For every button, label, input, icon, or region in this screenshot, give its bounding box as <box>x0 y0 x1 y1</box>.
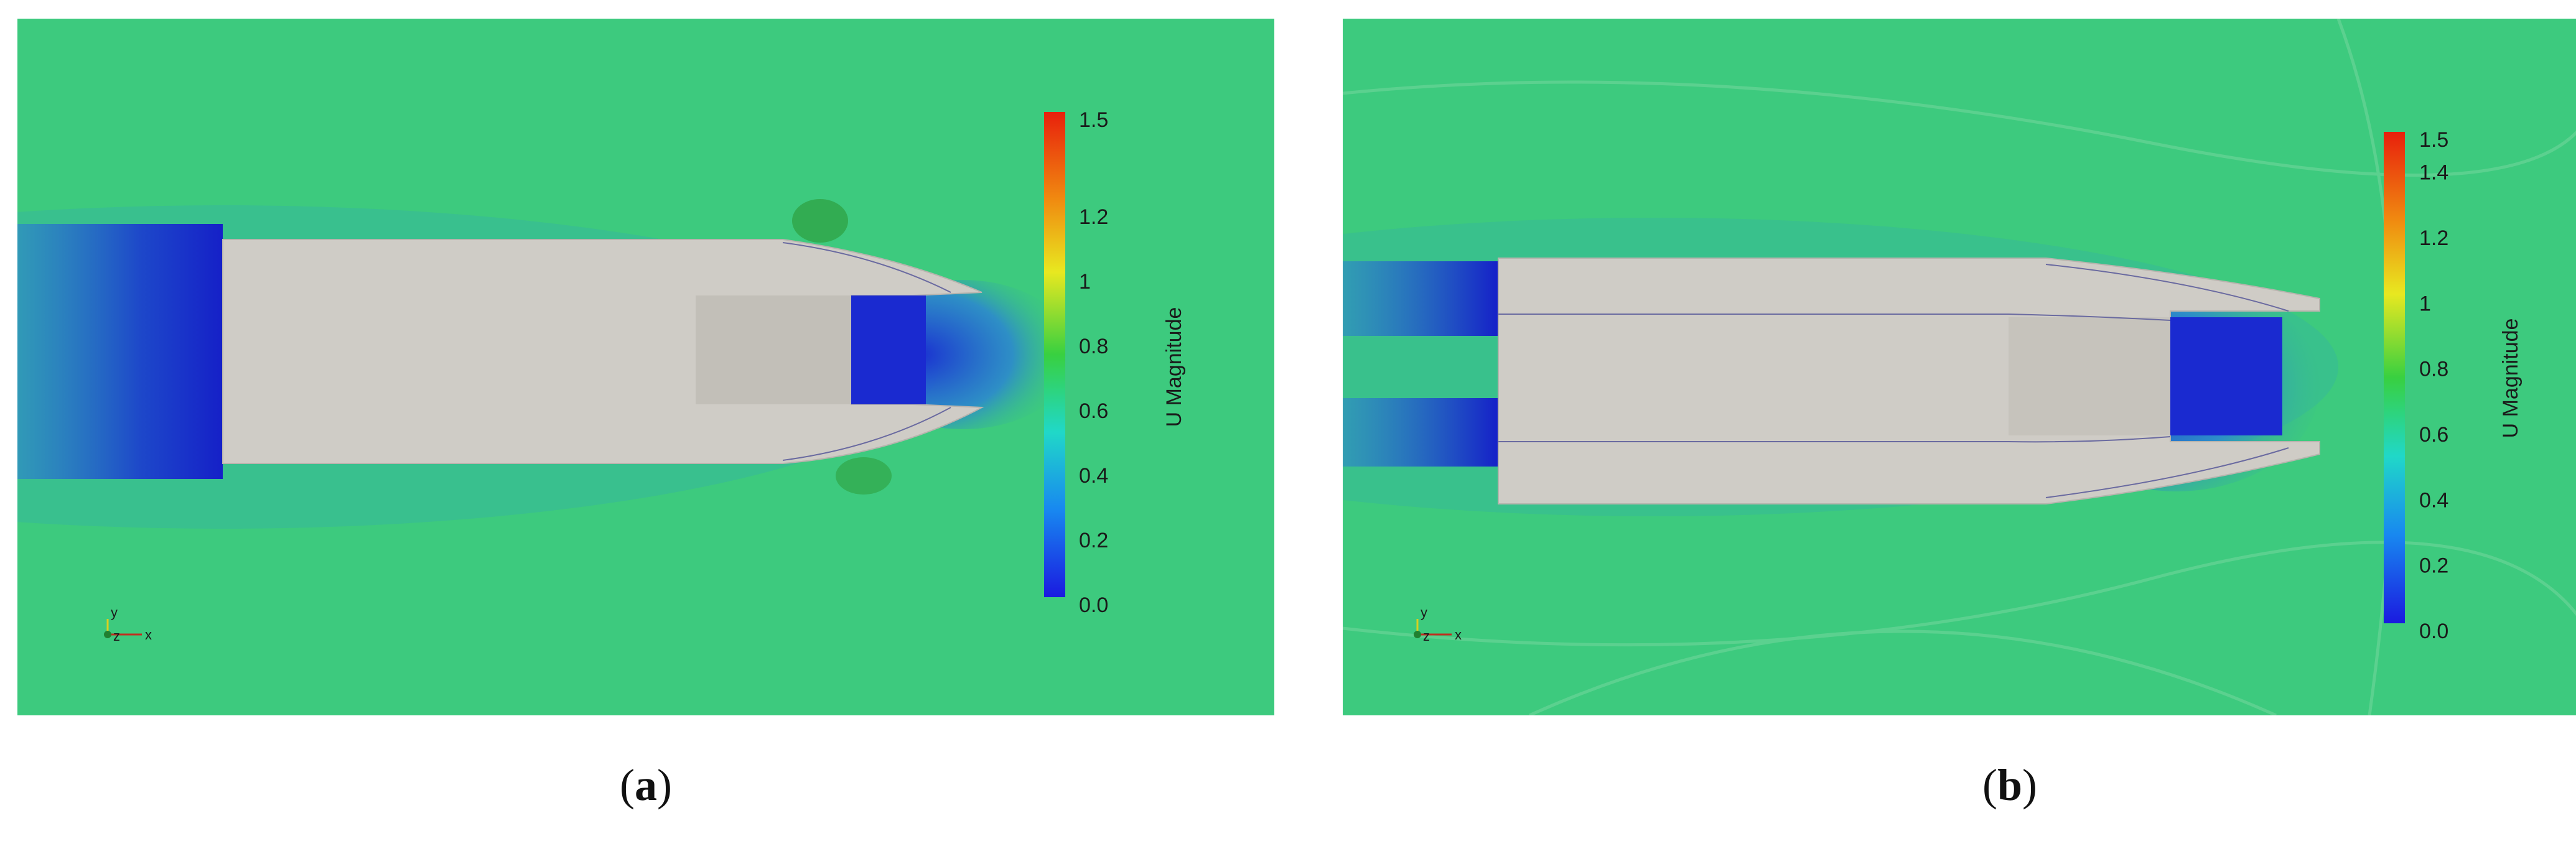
panel-b-streak-2 <box>1343 541 2576 647</box>
panel-a-colorbar-title: U Magnitude <box>1162 307 1186 427</box>
panel-a-caption-letter: a <box>635 760 657 810</box>
panel-a-colorbar-tick-2: 1 <box>1079 270 1091 294</box>
panel-b-colorbar-tick-8: 0.0 <box>2419 620 2448 643</box>
panel-a-colorbar-tick-0: 1.5 <box>1079 108 1108 132</box>
panel-a-colorbar-tick-5: 0.4 <box>1079 464 1108 488</box>
panel-b-hull-outline-upper <box>1498 314 2171 321</box>
panel-b-svg: 1.5 1.4 1.2 1 0.8 0.6 0.4 0.2 0.0 U Magnitude y … <box>1343 19 2576 715</box>
panel-a-colorbar-tick-1: 1.2 <box>1079 205 1108 229</box>
panel-a-wake-region <box>17 224 223 479</box>
panel-a-colorbar-tick-4: 0.6 <box>1079 399 1108 423</box>
panel-b-hull-outline-lower <box>1498 436 2171 443</box>
panel-b-colorbar-tick-4: 0.8 <box>2419 358 2448 381</box>
panel-a-hull-outline-top <box>782 242 951 293</box>
panel-a-colorbar <box>1044 112 1065 597</box>
panel-b-hull-outline-bow-top <box>2045 264 2289 312</box>
panel-b-streak-1 <box>1343 80 2576 177</box>
panel-b-triad-y-label: y <box>1421 605 1427 620</box>
panel-b-caption-letter: b <box>1997 760 2023 810</box>
panel-b-colorbar-tick-1: 1.4 <box>2419 161 2448 185</box>
panel-b-velocity-field: 1.5 1.4 1.2 1 0.8 0.6 0.4 0.2 0.0 U Magnitude y … <box>1343 19 2576 715</box>
panel-b-colorbar-ticks: 1.5 1.4 1.2 1 0.8 0.6 0.4 0.2 0.0 <box>2419 128 2448 643</box>
panel-a-hull-inner-deck <box>696 295 851 404</box>
panel-a-colorbar-tick-3: 0.8 <box>1079 335 1108 358</box>
panel-b-hull-outline-bow-bottom <box>2045 447 2289 498</box>
panel-a-velocity-field: 1.5 1.2 1 0.8 0.6 0.4 0.2 0.0 U Magnitude y z x <box>17 19 1274 715</box>
panel-a-triad-z-label: z <box>113 628 120 644</box>
panel-a-colorbar-tick-6: 0.2 <box>1079 529 1108 552</box>
panel-b-colorbar <box>2384 132 2405 623</box>
panel-b-inner-channel-flow <box>2170 317 2282 435</box>
panel-a-triad-x-label: x <box>145 627 152 643</box>
panel-b-triad-x-label: x <box>1455 627 1462 643</box>
panel-b-colorbar-title: U Magnitude <box>2499 318 2522 439</box>
panel-a-stagnation-spot-bottom <box>836 457 892 495</box>
panel-b-caption: (b) <box>1982 760 2037 810</box>
panel-a-triad-y-label: y <box>111 605 118 620</box>
panel-b-hull-inner-deck <box>2009 317 2170 435</box>
panel-a-inner-channel-flow <box>851 295 926 404</box>
panel-a-caption: (a) <box>620 760 672 810</box>
panel-b-triad-z-label: z <box>1423 628 1430 644</box>
panel-b-wake-bottom <box>1343 398 1498 467</box>
panel-b-colorbar-tick-7: 0.2 <box>2419 554 2448 578</box>
panel-b-colorbar-tick-0: 1.5 <box>2419 128 2448 152</box>
panel-b-triad-z-axis <box>1414 631 1421 638</box>
panel-a-stagnation-spot-top <box>792 199 848 243</box>
panel-b-colorbar-tick-3: 1 <box>2419 292 2431 315</box>
panel-b-colorbar-tick-2: 1.2 <box>2419 226 2448 250</box>
panel-a-svg: 1.5 1.2 1 0.8 0.6 0.4 0.2 0.0 U Magnitude y z x <box>17 19 1274 715</box>
panel-b-streak-3 <box>1528 630 2277 715</box>
panel-a-hull-outline-bottom <box>782 407 951 461</box>
panel-a-triad-z-axis <box>104 631 111 638</box>
panel-b-colorbar-tick-6: 0.4 <box>2419 488 2448 512</box>
panel-a-axes-triad: y z x <box>104 605 152 644</box>
panel-b-wake-top <box>1343 261 1498 336</box>
panel-b-axes-triad: y z x <box>1414 605 1462 644</box>
panel-a-colorbar-tick-7: 0.0 <box>1079 593 1108 617</box>
panel-a-colorbar-ticks: 1.5 1.2 1 0.8 0.6 0.4 0.2 0.0 <box>1079 108 1108 617</box>
panel-b-colorbar-tick-5: 0.6 <box>2419 423 2448 447</box>
